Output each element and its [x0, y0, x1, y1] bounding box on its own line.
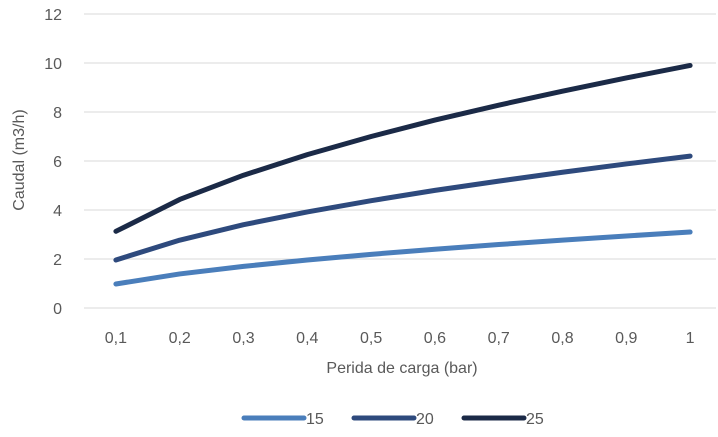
- x-tick-label-7: 0,8: [551, 330, 573, 347]
- series-lines: [113, 62, 693, 287]
- y-tick-label-4: 8: [53, 105, 62, 122]
- x-axis-ticks: 0,1 0,2 0,3 0,4 0,5 0,6 0,7 0,8 0,9 1: [105, 330, 695, 347]
- x-tick-label-4: 0,5: [360, 330, 382, 347]
- x-axis-title: Perida de carga (bar): [326, 360, 477, 377]
- legend-label-15: 15: [306, 411, 324, 428]
- gridlines: [84, 13, 716, 309]
- x-tick-label-0: 0,1: [105, 330, 127, 347]
- x-tick-label-3: 0,4: [296, 330, 318, 347]
- x-tick-label-2: 0,3: [232, 330, 254, 347]
- y-tick-label-2: 4: [53, 203, 62, 220]
- x-tick-label-8: 0,9: [615, 330, 637, 347]
- series-line-25: [113, 62, 693, 234]
- legend-label-25: 25: [526, 411, 544, 428]
- legend: 15 20 25: [241, 411, 544, 428]
- y-tick-label-0: 0: [53, 301, 62, 318]
- series-line-20: [113, 153, 693, 263]
- x-tick-label-6: 0,7: [488, 330, 510, 347]
- x-tick-label-5: 0,6: [424, 330, 446, 347]
- x-tick-label-1: 0,2: [169, 330, 191, 347]
- y-tick-label-1: 2: [53, 252, 62, 269]
- y-axis-ticks: 0 2 4 6 8 10 12: [44, 7, 62, 318]
- x-tick-label-9: 1: [686, 330, 695, 347]
- y-tick-label-6: 12: [44, 7, 62, 24]
- y-axis-title: Caudal (m3/h): [11, 109, 28, 210]
- y-tick-label-3: 6: [53, 154, 62, 171]
- y-tick-label-5: 10: [44, 56, 62, 73]
- legend-label-20: 20: [416, 411, 434, 428]
- series-line-15: [113, 229, 693, 287]
